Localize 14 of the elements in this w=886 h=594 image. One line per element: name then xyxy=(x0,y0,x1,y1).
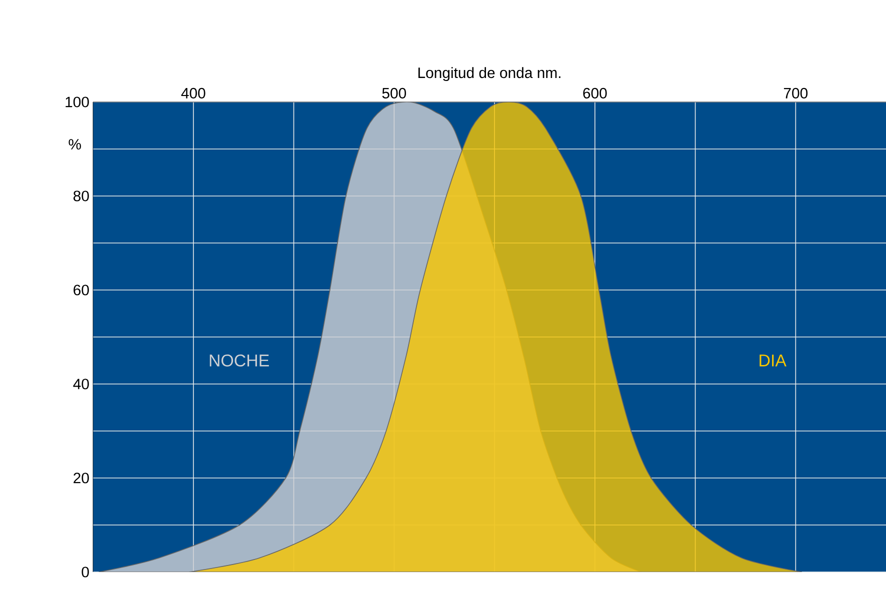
y-tick-label: 80 xyxy=(74,190,89,202)
y-tick-label: 100 xyxy=(66,96,89,108)
x-axis-title: Longitud de onda nm. xyxy=(418,67,560,82)
x-tick-label: 400 xyxy=(181,88,206,98)
text: NOCHE xyxy=(210,354,269,366)
x-tick-label: 600 xyxy=(583,88,607,98)
y-tick-label: 20 xyxy=(74,472,89,484)
x-tick-label: 700 xyxy=(784,88,808,98)
text: DIA xyxy=(760,354,786,366)
y-tick-label: 60 xyxy=(74,284,89,296)
x-tick-label: 500 xyxy=(382,88,406,98)
y-tick-label: 40 xyxy=(73,378,89,390)
y-tick-label: 0 xyxy=(82,566,89,578)
y-axis-title: % xyxy=(68,139,81,150)
